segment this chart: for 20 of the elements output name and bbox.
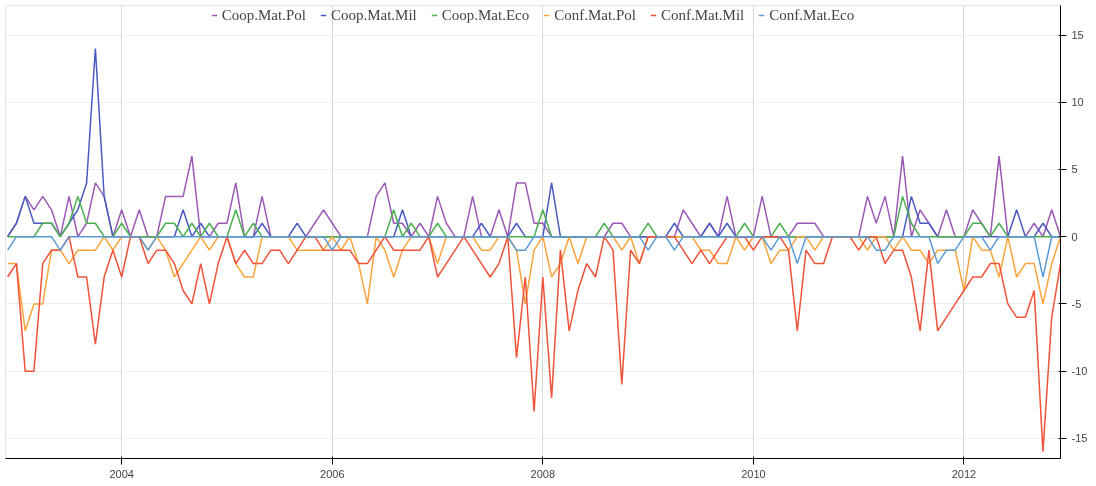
line-series — [6, 235, 1061, 278]
y-tick-label: -10 — [1071, 365, 1088, 378]
legend-label: Conf.Mat.Eco — [769, 6, 855, 24]
x-tick-label: 2006 — [320, 467, 345, 480]
x-tick-label: 2004 — [109, 467, 134, 480]
line-series — [6, 235, 1061, 453]
y-tick-label: 15 — [1071, 29, 1084, 42]
y-tick-label: 0 — [1071, 230, 1078, 243]
x-tick-label: 2012 — [951, 467, 977, 480]
legend-label: Coop.Mat.Pol — [221, 6, 306, 24]
legend-label: Conf.Mat.Pol — [554, 6, 636, 24]
y-tick-label: 5 — [1071, 163, 1078, 176]
y-tick-label: -15 — [1071, 432, 1088, 445]
legend-label: Conf.Mat.Mil — [660, 6, 745, 24]
x-tick-label: 2010 — [741, 467, 766, 480]
legend-label: Coop.Mat.Eco — [441, 6, 530, 24]
legend-label: Coop.Mat.Mil — [330, 6, 417, 24]
x-tick-label: 2008 — [530, 467, 556, 480]
y-tick-label: 10 — [1071, 96, 1084, 109]
y-tick-label: -5 — [1071, 297, 1082, 310]
